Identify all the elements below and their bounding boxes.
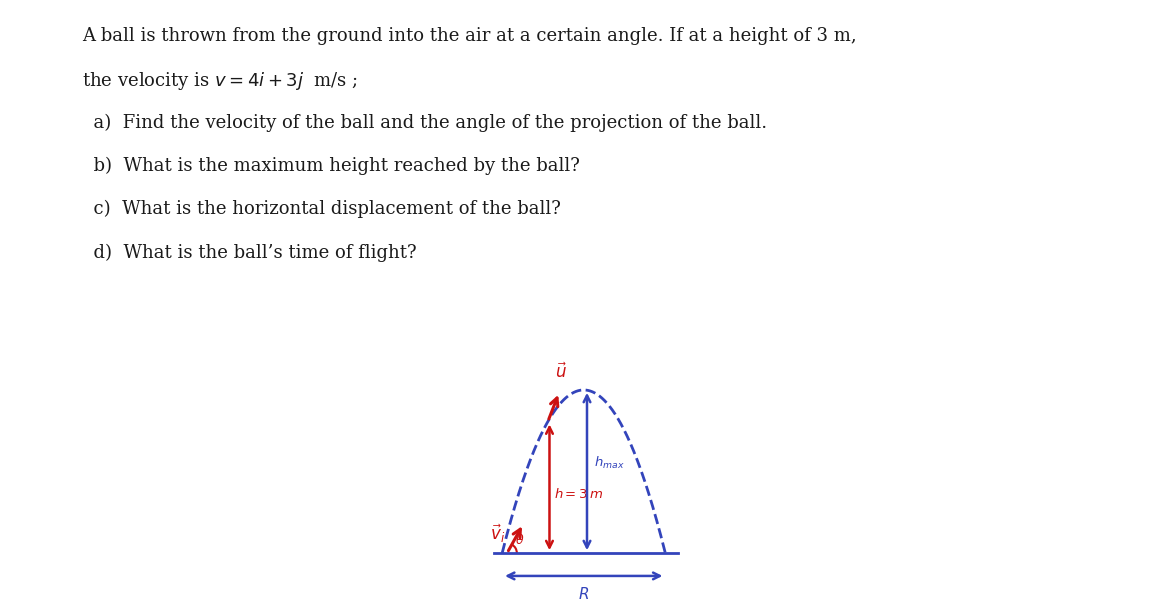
Text: A ball is thrown from the ground into the air at a certain angle. If at a height: A ball is thrown from the ground into th…	[82, 27, 857, 45]
Text: c)  What is the horizontal displacement of the ball?: c) What is the horizontal displacement o…	[82, 200, 561, 218]
Text: $h_{max}$: $h_{max}$	[594, 456, 625, 471]
Text: $h= 3\,m$: $h= 3\,m$	[554, 487, 603, 501]
Text: $\theta$: $\theta$	[515, 532, 525, 546]
Text: a)  Find the velocity of the ball and the angle of the projection of the ball.: a) Find the velocity of the ball and the…	[82, 114, 768, 132]
Text: $\vec{v}_i$: $\vec{v}_i$	[490, 522, 505, 545]
Text: the velocity is $v = 4\mathit{i} + 3\mathit{j}$  m/s ;: the velocity is $v = 4\mathit{i} + 3\mat…	[82, 70, 358, 93]
Text: b)  What is the maximum height reached by the ball?: b) What is the maximum height reached by…	[82, 157, 580, 175]
Text: $R$: $R$	[578, 586, 589, 601]
Text: $\vec{u}$: $\vec{u}$	[555, 363, 567, 382]
Text: d)  What is the ball’s time of flight?: d) What is the ball’s time of flight?	[82, 243, 417, 261]
